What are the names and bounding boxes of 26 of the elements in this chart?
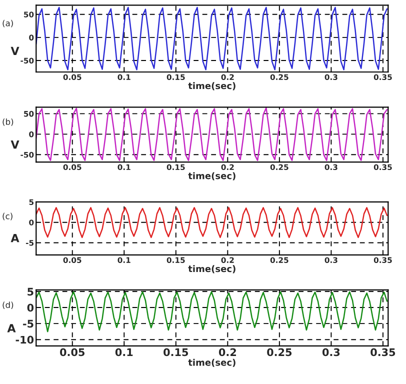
x-axis-title: time(sec) bbox=[188, 82, 236, 90]
x-axis-title: time(sec) bbox=[188, 172, 236, 180]
y-axis-title: V bbox=[10, 140, 20, 149]
x-axis-title: time(sec) bbox=[188, 358, 236, 367]
y-tick-label: -10 bbox=[16, 336, 34, 344]
y-tick-label: 0 bbox=[27, 304, 34, 312]
x-tick-label: 0.15 bbox=[164, 348, 188, 356]
x-tick-label: 0.3 bbox=[322, 348, 340, 356]
line-series bbox=[36, 6, 388, 70]
line-series bbox=[36, 207, 388, 238]
x-axis-title: time(sec) bbox=[188, 265, 236, 274]
x-tick-label: 0.25 bbox=[267, 348, 292, 356]
x-tick-label: 0.1 bbox=[115, 348, 133, 356]
x-tick-label: 0.2 bbox=[218, 348, 236, 356]
text: (b) bbox=[2, 118, 14, 126]
x-tick-label: 0.05 bbox=[60, 348, 84, 356]
x-tick-label: 0.35 bbox=[370, 348, 396, 356]
line-series bbox=[36, 107, 388, 162]
text: (c) bbox=[2, 212, 12, 220]
y-tick-label: 5 bbox=[28, 288, 34, 296]
y-axis-title: A bbox=[7, 324, 16, 332]
text: (d) bbox=[2, 302, 14, 310]
text: (a) bbox=[2, 20, 13, 28]
y-axis-title: V bbox=[10, 46, 20, 56]
y-axis-title: A bbox=[10, 234, 20, 242]
y-tick-label: -5 bbox=[23, 320, 34, 328]
